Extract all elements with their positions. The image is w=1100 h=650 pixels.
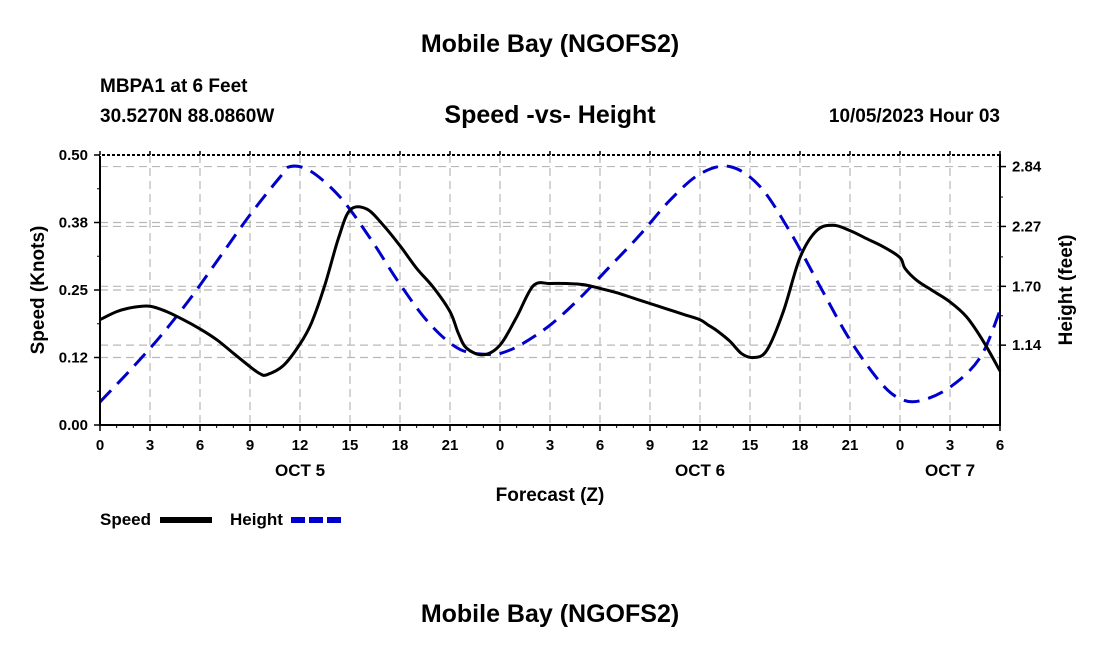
chart-main-title: Mobile Bay (NGOFS2)	[420, 30, 680, 58]
x-date-label: OCT 7	[925, 461, 975, 480]
axes	[94, 151, 1006, 431]
y2-axis-title: Height (feet)	[1056, 235, 1077, 346]
legend-label-speed: Speed	[100, 510, 151, 529]
y2-tick-label: 1.14	[1012, 337, 1042, 354]
x-tick-label: 3	[546, 437, 554, 454]
series-line-speed	[99, 205, 1002, 377]
x-axis-title: Forecast (Z)	[496, 485, 605, 506]
legend: Speed Height	[100, 510, 343, 529]
data-series	[98, 164, 1002, 404]
y-tick-label: 0.50	[59, 147, 88, 164]
y-tick-label: 0.00	[59, 417, 88, 434]
legend-label-height: Height	[230, 510, 283, 529]
y-axis-title: Speed (Knots)	[28, 226, 49, 355]
y2-tick-label: 1.70	[1012, 278, 1041, 295]
x-tick-label: 15	[342, 437, 359, 454]
x-date-label: OCT 6	[675, 461, 725, 480]
station-coordinates: 30.5270N 88.0860W	[100, 106, 275, 127]
x-tick-label: 9	[646, 437, 654, 454]
x-tick-label: 9	[246, 437, 254, 454]
forecast-datetime: 10/05/2023 Hour 03	[828, 106, 1000, 127]
x-tick-label: 3	[146, 437, 154, 454]
x-tick-label: 0	[496, 437, 504, 454]
y-tick-label: 0.25	[59, 282, 88, 299]
axis-labels: 0 3 6 9 12 15 18 21 0 3 6 9 12 15 18 21 0 3 6 0.00 0.12 0.25 0…	[28, 147, 1077, 506]
x-tick-label: 21	[842, 437, 859, 454]
y-tick-label: 0.38	[59, 215, 88, 232]
y2-tick-label: 2.84	[1012, 159, 1042, 176]
x-tick-label: 6	[996, 437, 1004, 454]
y2-tick-label: 2.27	[1012, 218, 1041, 235]
x-tick-label: 6	[596, 437, 604, 454]
x-tick-label: 18	[792, 437, 809, 454]
x-tick-label: 0	[896, 437, 904, 454]
x-tick-label: 15	[742, 437, 759, 454]
x-tick-label: 3	[946, 437, 954, 454]
x-tick-label: 18	[392, 437, 409, 454]
x-tick-label: 0	[96, 437, 104, 454]
grid-lines	[100, 155, 1000, 425]
x-tick-label: 12	[292, 437, 309, 454]
x-tick-label: 21	[442, 437, 459, 454]
chart-subtitle: Speed -vs- Height	[444, 101, 656, 129]
y-tick-label: 0.12	[59, 350, 88, 367]
series-line-height	[98, 164, 1002, 404]
x-tick-label: 6	[196, 437, 204, 454]
station-label: MBPA1 at 6 Feet	[100, 76, 248, 97]
x-tick-label: 12	[692, 437, 709, 454]
footer-title: Mobile Bay (NGOFS2)	[420, 600, 680, 628]
x-date-label: OCT 5	[275, 461, 325, 480]
